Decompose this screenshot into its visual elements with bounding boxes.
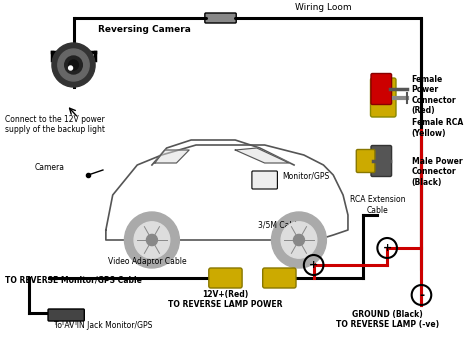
Text: +: + (309, 260, 318, 270)
Text: Male Power
Connector
(Black): Male Power Connector (Black) (412, 157, 462, 187)
FancyBboxPatch shape (371, 73, 392, 104)
Polygon shape (235, 148, 289, 163)
Circle shape (69, 60, 78, 70)
Circle shape (52, 43, 95, 87)
FancyBboxPatch shape (263, 268, 296, 288)
Circle shape (69, 66, 73, 70)
Text: -: - (419, 289, 424, 301)
Text: Monitor/GPS: Monitor/GPS (283, 171, 329, 180)
Circle shape (146, 234, 157, 246)
Circle shape (125, 212, 179, 268)
Text: Wiring Loom: Wiring Loom (295, 3, 352, 12)
Circle shape (64, 56, 82, 74)
Text: GROUND (Black)
TO REVERSE LAMP (-ve): GROUND (Black) TO REVERSE LAMP (-ve) (336, 310, 439, 329)
Text: Connect to the 12V power
supply of the backup light: Connect to the 12V power supply of the b… (5, 115, 105, 135)
Text: Video Adaptor Cable: Video Adaptor Cable (108, 257, 186, 267)
Text: Camera: Camera (34, 164, 64, 173)
Circle shape (58, 49, 89, 81)
FancyBboxPatch shape (48, 309, 84, 321)
Text: RCA Extension
Cable: RCA Extension Cable (350, 195, 405, 215)
Text: Female RCA
(Yellow): Female RCA (Yellow) (412, 118, 463, 138)
Text: To AV IN Jack Monitor/GPS: To AV IN Jack Monitor/GPS (54, 321, 152, 329)
FancyBboxPatch shape (209, 268, 242, 288)
FancyBboxPatch shape (371, 146, 392, 176)
Circle shape (134, 222, 170, 258)
Polygon shape (155, 150, 189, 163)
Circle shape (293, 234, 304, 246)
Text: TO REVERSE Monitor/GPS Cable: TO REVERSE Monitor/GPS Cable (5, 275, 142, 284)
Text: 12V+(Red)
TO REVERSE LAMP POWER: 12V+(Red) TO REVERSE LAMP POWER (168, 290, 283, 310)
Circle shape (281, 222, 317, 258)
FancyBboxPatch shape (371, 78, 396, 117)
FancyBboxPatch shape (356, 149, 375, 173)
Text: Female
Power
Connector
(Red): Female Power Connector (Red) (412, 75, 456, 115)
Text: +: + (383, 243, 392, 253)
FancyBboxPatch shape (252, 171, 277, 189)
Circle shape (272, 212, 327, 268)
Text: 3/5M Cable: 3/5M Cable (258, 220, 301, 229)
FancyBboxPatch shape (205, 13, 236, 23)
Text: Reversing Camera: Reversing Camera (98, 26, 191, 34)
